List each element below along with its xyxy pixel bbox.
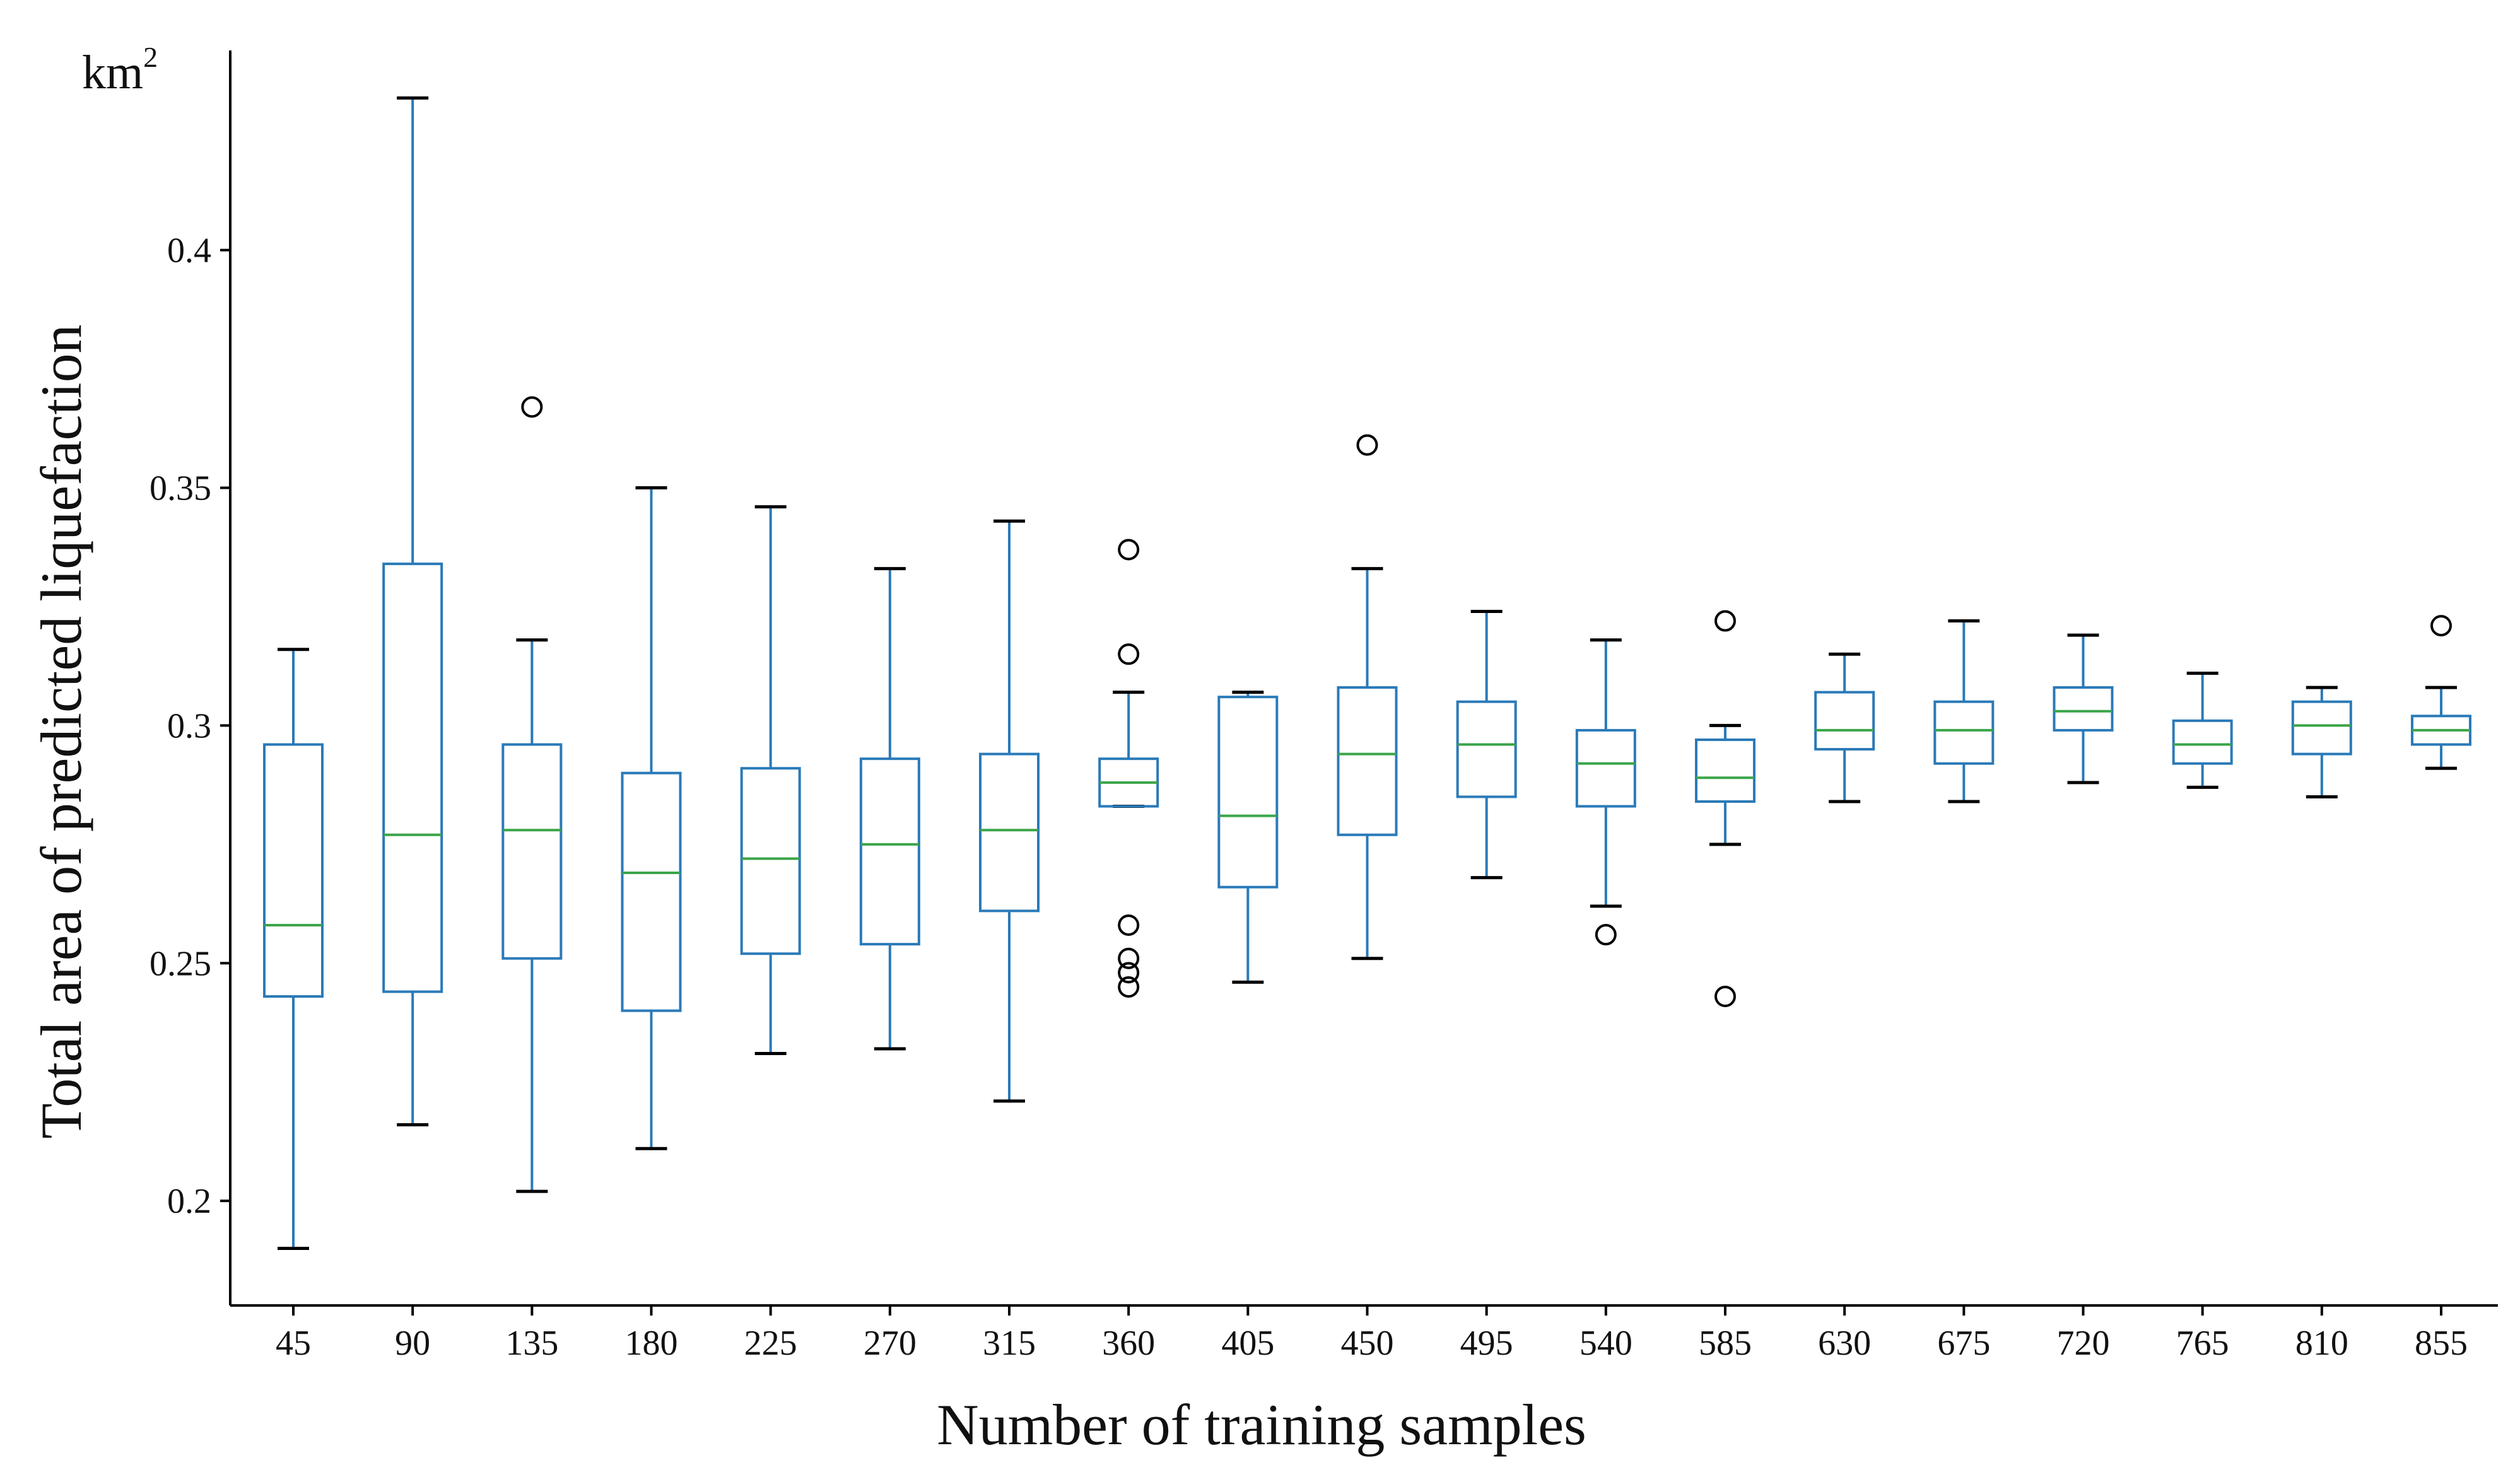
x-axis-ticks: 45 90 135 180 225 270 315 360 405 450 495 540 585 630… <box>276 1305 2468 1363</box>
y-tick-label: 0.2 <box>167 1182 211 1221</box>
x-tick-label: 450 <box>1341 1324 1394 1363</box>
x-tick-label: 90 <box>395 1324 430 1363</box>
outlier-point <box>1118 643 1140 665</box>
iqr-box <box>1933 700 1995 765</box>
iqr-box <box>2291 700 2352 756</box>
y-axis-ticks: 0.2 0.25 0.3 0.35 0.4 <box>149 231 230 1221</box>
x-tick-label: 720 <box>2057 1324 2110 1363</box>
x-tick-label: 495 <box>1460 1324 1513 1363</box>
box-group <box>2411 615 2471 770</box>
unit-superscript: 2 <box>143 41 158 73</box>
x-tick-label: 630 <box>1818 1324 1871 1363</box>
outlier-point <box>1118 947 1140 969</box>
iqr-box <box>1695 738 1755 803</box>
box-group <box>501 396 563 1193</box>
unit-base: km <box>82 46 143 99</box>
iqr-box <box>1814 691 1875 751</box>
outlier-point <box>1118 914 1140 936</box>
iqr-box <box>979 752 1040 913</box>
box-group <box>2291 686 2352 798</box>
iqr-box <box>2172 719 2233 765</box>
x-tick-label: 315 <box>983 1324 1036 1363</box>
outlier-point <box>1118 976 1140 998</box>
iqr-box <box>1217 696 1279 889</box>
box-group <box>2053 633 2114 785</box>
iqr-box <box>263 743 324 998</box>
x-tick-label: 180 <box>625 1324 678 1363</box>
y-axis-unit: km2 <box>82 41 158 99</box>
iqr-box <box>1575 728 1636 808</box>
iqr-box <box>2053 686 2114 732</box>
x-axis-title: Number of training samples <box>937 1392 1586 1457</box>
iqr-box <box>501 743 563 960</box>
iqr-box <box>621 771 682 1012</box>
y-axis-title: Total area of predicted liquefaction <box>29 324 93 1138</box>
x-tick-label: 585 <box>1699 1324 1752 1363</box>
box-group <box>621 486 682 1150</box>
x-tick-label: 45 <box>276 1324 311 1363</box>
outlier-point <box>521 396 543 418</box>
x-tick-label: 405 <box>1221 1324 1274 1363</box>
x-tick-label: 810 <box>2295 1324 2348 1363</box>
y-tick-label: 0.35 <box>149 469 211 508</box>
box-group <box>1575 638 1636 946</box>
iqr-box <box>1337 686 1398 836</box>
outlier-point <box>1118 539 1140 561</box>
box-group <box>263 648 324 1251</box>
box-group <box>740 505 801 1055</box>
y-tick-label: 0.25 <box>149 944 211 983</box>
y-tick-label: 0.4 <box>167 231 211 271</box>
box-group <box>1814 652 1875 803</box>
x-tick-label: 270 <box>864 1324 917 1363</box>
axes <box>229 50 2498 1307</box>
x-tick-label: 540 <box>1579 1324 1632 1363</box>
box-series <box>263 96 2471 1251</box>
x-tick-label: 675 <box>1937 1324 1990 1363</box>
iqr-box <box>382 563 443 993</box>
box-group <box>1337 434 1398 960</box>
iqr-box <box>740 767 801 955</box>
outlier-point <box>2430 615 2452 637</box>
outlier-point <box>1356 434 1378 456</box>
box-group <box>382 96 443 1127</box>
x-tick-label: 765 <box>2176 1324 2229 1363</box>
box-group <box>1217 691 1279 984</box>
outlier-point <box>1714 986 1736 1008</box>
outlier-point <box>1595 924 1617 946</box>
box-group <box>859 567 920 1051</box>
x-tick-label: 855 <box>2415 1324 2468 1363</box>
iqr-box <box>859 757 920 946</box>
box-group <box>1098 539 1159 998</box>
x-tick-label: 360 <box>1102 1324 1155 1363</box>
box-group <box>979 519 1040 1103</box>
iqr-box <box>1456 700 1517 798</box>
y-tick-label: 0.3 <box>167 706 211 745</box>
x-tick-label: 225 <box>744 1324 797 1363</box>
box-group <box>1933 619 1995 803</box>
x-tick-label: 135 <box>505 1324 558 1363</box>
box-group <box>1695 610 1755 1008</box>
outlier-point <box>1118 962 1140 984</box>
box-group <box>1456 609 1517 880</box>
outlier-point <box>1714 610 1736 632</box>
box-group <box>2172 671 2233 789</box>
